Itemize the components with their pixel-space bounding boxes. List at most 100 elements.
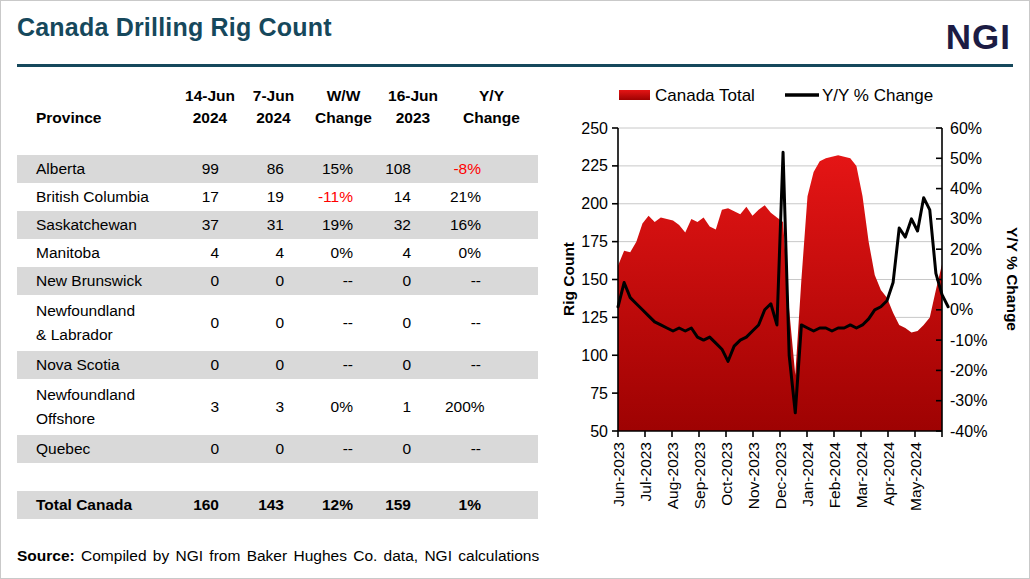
right-axis-tick-label: 10%: [950, 271, 982, 288]
value-cell: 0: [381, 351, 445, 379]
left-axis-tick-label: 100: [581, 347, 608, 364]
value-cell: 19%: [306, 211, 381, 239]
value-cell: 0: [241, 267, 306, 295]
column-header: Change: [445, 107, 538, 129]
value-cell: 3: [179, 379, 241, 435]
page-title: Canada Drilling Rig Count: [17, 13, 332, 42]
province-cell: Manitoba: [17, 239, 179, 267]
right-axis-tick-label: 20%: [950, 241, 982, 258]
value-cell: 200%: [445, 379, 538, 435]
table-header: 14-Jun7-JunW/W16-JunY/Y Province20242024…: [17, 85, 538, 129]
x-axis-tick-label: Nov-2023: [745, 442, 762, 509]
spacer-row: [17, 463, 538, 491]
spacer-cell: [17, 129, 538, 155]
value-cell: 0: [179, 435, 241, 463]
value-cell: 143: [241, 491, 306, 519]
value-cell: 0: [241, 295, 306, 351]
province-cell: Quebec: [17, 435, 179, 463]
value-cell: 4: [241, 239, 306, 267]
rig-count-table-wrap: 14-Jun7-JunW/W16-JunY/Y Province20242024…: [17, 85, 538, 519]
x-axis-tick-label: Jul-2023: [637, 442, 654, 501]
table-body: Alberta998615%108-8%British Columbia1719…: [17, 129, 538, 519]
value-cell: 14: [381, 183, 445, 211]
value-cell: 12%: [306, 491, 381, 519]
value-cell: --: [306, 435, 381, 463]
right-axis-tick-label: -30%: [950, 392, 987, 409]
province-cell: Saskatchewan: [17, 211, 179, 239]
value-cell: 1%: [445, 491, 538, 519]
value-cell: 1: [381, 379, 445, 435]
value-cell: --: [445, 295, 538, 351]
x-axis-tick-label: Sep-2023: [691, 442, 708, 509]
province-cell: Nova Scotia: [17, 351, 179, 379]
column-header: [17, 85, 179, 107]
page: Canada Drilling Rig Count NGI 14-Jun7-Ju…: [0, 0, 1030, 579]
value-cell: 159: [381, 491, 445, 519]
spacer-row: [17, 129, 538, 155]
value-cell: 32: [381, 211, 445, 239]
table-row: Total Canada16014312%1591%: [17, 491, 538, 519]
table-header-row-2: Province20242024Change2023Change: [17, 107, 538, 129]
source-line: Source: Compiled by NGI from Baker Hughe…: [17, 547, 539, 565]
column-header: Province: [17, 107, 179, 129]
x-axis-tick-label: Jan-2024: [799, 442, 816, 507]
column-header: 2023: [381, 107, 445, 129]
column-header: 14-Jun: [179, 85, 241, 107]
table-row: Newfoundland & Labrador00--0--: [17, 295, 538, 351]
table-row: Manitoba440%40%: [17, 239, 538, 267]
value-cell: 0: [179, 295, 241, 351]
legend-label-yoy-change: Y/Y % Change: [822, 86, 933, 105]
province-cell: New Brunswick: [17, 267, 179, 295]
chart: 250225200175150125100755060%50%40%30%20%…: [558, 71, 1030, 576]
left-axis-tick-label: 125: [581, 309, 608, 326]
table-row: Newfoundland Offshore330%1200%: [17, 379, 538, 435]
rig-count-chart-svg: 250225200175150125100755060%50%40%30%20%…: [558, 71, 1030, 576]
value-cell: --: [445, 435, 538, 463]
x-axis-tick-label: Feb-2024: [826, 442, 843, 509]
table-row: Quebec00--0--: [17, 435, 538, 463]
right-axis-tick-label: 0%: [950, 301, 973, 318]
x-axis-tick-label: Jun-2023: [610, 442, 627, 507]
left-axis-tick-label: 75: [590, 385, 608, 402]
value-cell: 0%: [445, 239, 538, 267]
ngi-logo: NGI: [946, 17, 1011, 57]
right-axis-title: Y/Y % Change: [1004, 227, 1021, 331]
value-cell: 0: [241, 435, 306, 463]
value-cell: 0: [179, 267, 241, 295]
legend-swatch-canada-total: [619, 90, 650, 100]
spacer-cell: [17, 463, 538, 491]
x-axis-tick-label: Aug-2023: [664, 442, 681, 509]
value-cell: 31: [241, 211, 306, 239]
value-cell: 0: [381, 435, 445, 463]
right-axis-tick-label: 50%: [950, 150, 982, 167]
right-axis-tick-label: 30%: [950, 210, 982, 227]
x-axis-tick-label: Apr-2024: [880, 442, 897, 506]
value-cell: 4: [179, 239, 241, 267]
table-row: Nova Scotia00--0--: [17, 351, 538, 379]
column-header: 16-Jun: [381, 85, 445, 107]
value-cell: 99: [179, 155, 241, 183]
value-cell: 3: [241, 379, 306, 435]
right-axis-tick-label: 60%: [950, 120, 982, 137]
value-cell: -11%: [306, 183, 381, 211]
right-axis-tick-label: -40%: [950, 423, 987, 440]
value-cell: 21%: [445, 183, 538, 211]
value-cell: --: [306, 295, 381, 351]
value-cell: 4: [381, 239, 445, 267]
table-header-row-1: 14-Jun7-JunW/W16-JunY/Y: [17, 85, 538, 107]
column-header: Change: [306, 107, 381, 129]
left-axis-tick-label: 250: [581, 120, 608, 137]
value-cell: 0: [241, 351, 306, 379]
right-axis-tick-label: -20%: [950, 362, 987, 379]
right-axis-tick-label: 40%: [950, 180, 982, 197]
column-header: Y/Y: [445, 85, 538, 107]
value-cell: 19: [241, 183, 306, 211]
value-cell: --: [445, 351, 538, 379]
value-cell: --: [306, 267, 381, 295]
table-row: British Columbia1719-11%1421%: [17, 183, 538, 211]
value-cell: 0: [179, 351, 241, 379]
column-header: W/W: [306, 85, 381, 107]
table-row: Saskatchewan373119%3216%: [17, 211, 538, 239]
left-axis-tick-label: 225: [581, 157, 608, 174]
value-cell: 0: [381, 267, 445, 295]
